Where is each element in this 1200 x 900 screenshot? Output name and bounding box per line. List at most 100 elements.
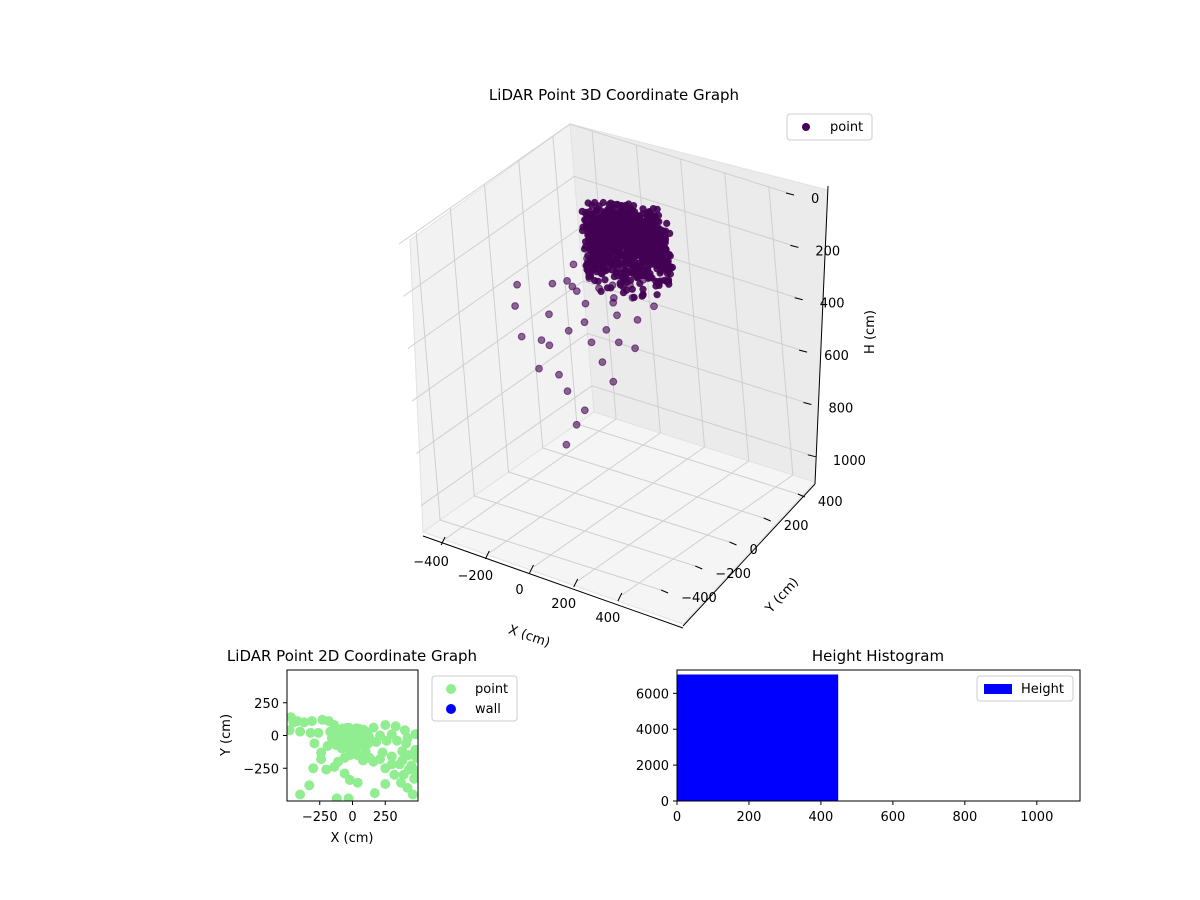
x-tick-label-2d: 0 — [348, 810, 356, 825]
z-tick-mark-3d — [807, 454, 816, 458]
point-3d — [620, 269, 629, 277]
grid-line-x-back — [680, 158, 705, 448]
point-3d — [590, 248, 599, 256]
grid-line-z-left — [398, 123, 571, 245]
point-3d — [580, 406, 589, 415]
grid-line-x-back — [724, 172, 750, 462]
grid-line-y-left — [415, 231, 441, 521]
legend-2d-point-marker — [446, 684, 456, 694]
x-axis-label-2d: X (cm) — [331, 831, 374, 846]
point-3d — [639, 285, 647, 293]
z-tick-label-3d: 1000 — [833, 454, 866, 469]
point-2d — [344, 775, 355, 785]
point-3d — [594, 205, 602, 213]
point-2d — [322, 741, 333, 751]
point-3d — [625, 254, 633, 263]
legend-histogram-label: Height — [1021, 682, 1064, 697]
point-2d — [325, 726, 336, 737]
point-2d — [410, 729, 418, 740]
point-2d — [380, 720, 391, 730]
y-tick-mark-3d — [729, 541, 737, 546]
point-3d — [616, 251, 624, 259]
point-3d — [628, 293, 637, 302]
point-3d — [628, 218, 636, 226]
point-3d — [591, 231, 599, 239]
point-3d — [633, 316, 642, 324]
grid-line-y-left — [449, 207, 475, 497]
legend-2d: point wall — [431, 675, 518, 722]
x-tick-label-3d: 200 — [551, 597, 576, 612]
ticks-2d: −250 0 250 250 0 −250 — [243, 697, 397, 825]
point-2d — [304, 780, 315, 791]
z-tick-mark-3d — [785, 192, 795, 196]
point-2d — [386, 751, 397, 762]
point-2d — [334, 730, 345, 741]
grid-line-z-back — [574, 175, 796, 247]
point-3d — [638, 241, 646, 249]
point-3d — [648, 274, 656, 282]
grid-line-z-back — [569, 123, 792, 195]
x-tick-mark-3d — [484, 550, 490, 560]
y-tick-label-2d: −250 — [243, 762, 279, 777]
plot-histogram: Height Histogram 0 200 400 600 800 1000 0 2000 4… — [636, 647, 1081, 825]
point-3d — [584, 199, 592, 207]
point-2d — [369, 788, 380, 799]
point-3d — [563, 387, 572, 396]
legend-3d-frame — [786, 113, 873, 141]
point-2d — [403, 750, 414, 761]
point-3d — [582, 208, 590, 216]
point-2d — [399, 725, 410, 736]
grid-line-z-left — [407, 228, 580, 350]
legend-2d-wall-label: wall — [475, 702, 501, 717]
points-3d — [511, 198, 677, 449]
y-axis-label-3d: Y (cm) — [762, 575, 802, 617]
point-3d — [608, 266, 616, 274]
legend-2d-point-label: point — [475, 682, 508, 697]
x-tick-label-hist: 200 — [737, 810, 762, 825]
point-3d — [618, 202, 626, 210]
point-3d — [572, 420, 581, 429]
legend-3d-label: point — [830, 120, 863, 135]
point-3d — [598, 358, 607, 367]
y-axis-label-2d: Y (cm) — [219, 714, 234, 757]
plot-2d: LiDAR Point 2D Coordinate Graph −250 0 250… — [219, 647, 518, 846]
point-2d — [386, 759, 397, 770]
point-3d — [633, 268, 642, 276]
point-2d — [295, 789, 306, 800]
point-2d — [402, 733, 413, 744]
point-3d — [619, 289, 628, 297]
point-3d — [581, 299, 590, 308]
point-3d — [604, 255, 612, 263]
point-2d — [343, 793, 354, 801]
grid-line-y-floor — [508, 471, 730, 543]
point-3d — [659, 239, 668, 247]
z-tick-mark-3d — [790, 244, 799, 248]
z-axis-label-3d: H (cm) — [863, 310, 878, 354]
grid-line-x-back — [768, 186, 794, 476]
point-3d — [545, 341, 554, 350]
point-3d — [640, 251, 648, 259]
y-tick-mark-3d — [660, 589, 669, 594]
legend-histogram-swatch — [984, 684, 1012, 694]
grid-line-z-left — [416, 333, 588, 454]
point-3d — [555, 370, 563, 379]
point-2d — [364, 752, 375, 763]
point-3d — [619, 234, 627, 242]
point-3d — [628, 207, 637, 215]
point-2d — [299, 717, 309, 728]
point-3d — [572, 287, 581, 296]
grid-line-y-left — [484, 183, 509, 473]
point-3d — [609, 221, 617, 229]
point-3d — [612, 210, 620, 218]
point-2d — [361, 738, 372, 749]
point-3d — [649, 205, 657, 213]
point-2d — [394, 759, 405, 770]
point-3d — [644, 208, 652, 216]
point-3d — [613, 311, 621, 320]
grid-line-y-floor — [576, 423, 799, 495]
point-3d — [647, 260, 656, 268]
point-2d — [380, 779, 391, 789]
grid-line-z-left — [403, 175, 575, 297]
x-tick-label-3d: 400 — [595, 611, 620, 626]
